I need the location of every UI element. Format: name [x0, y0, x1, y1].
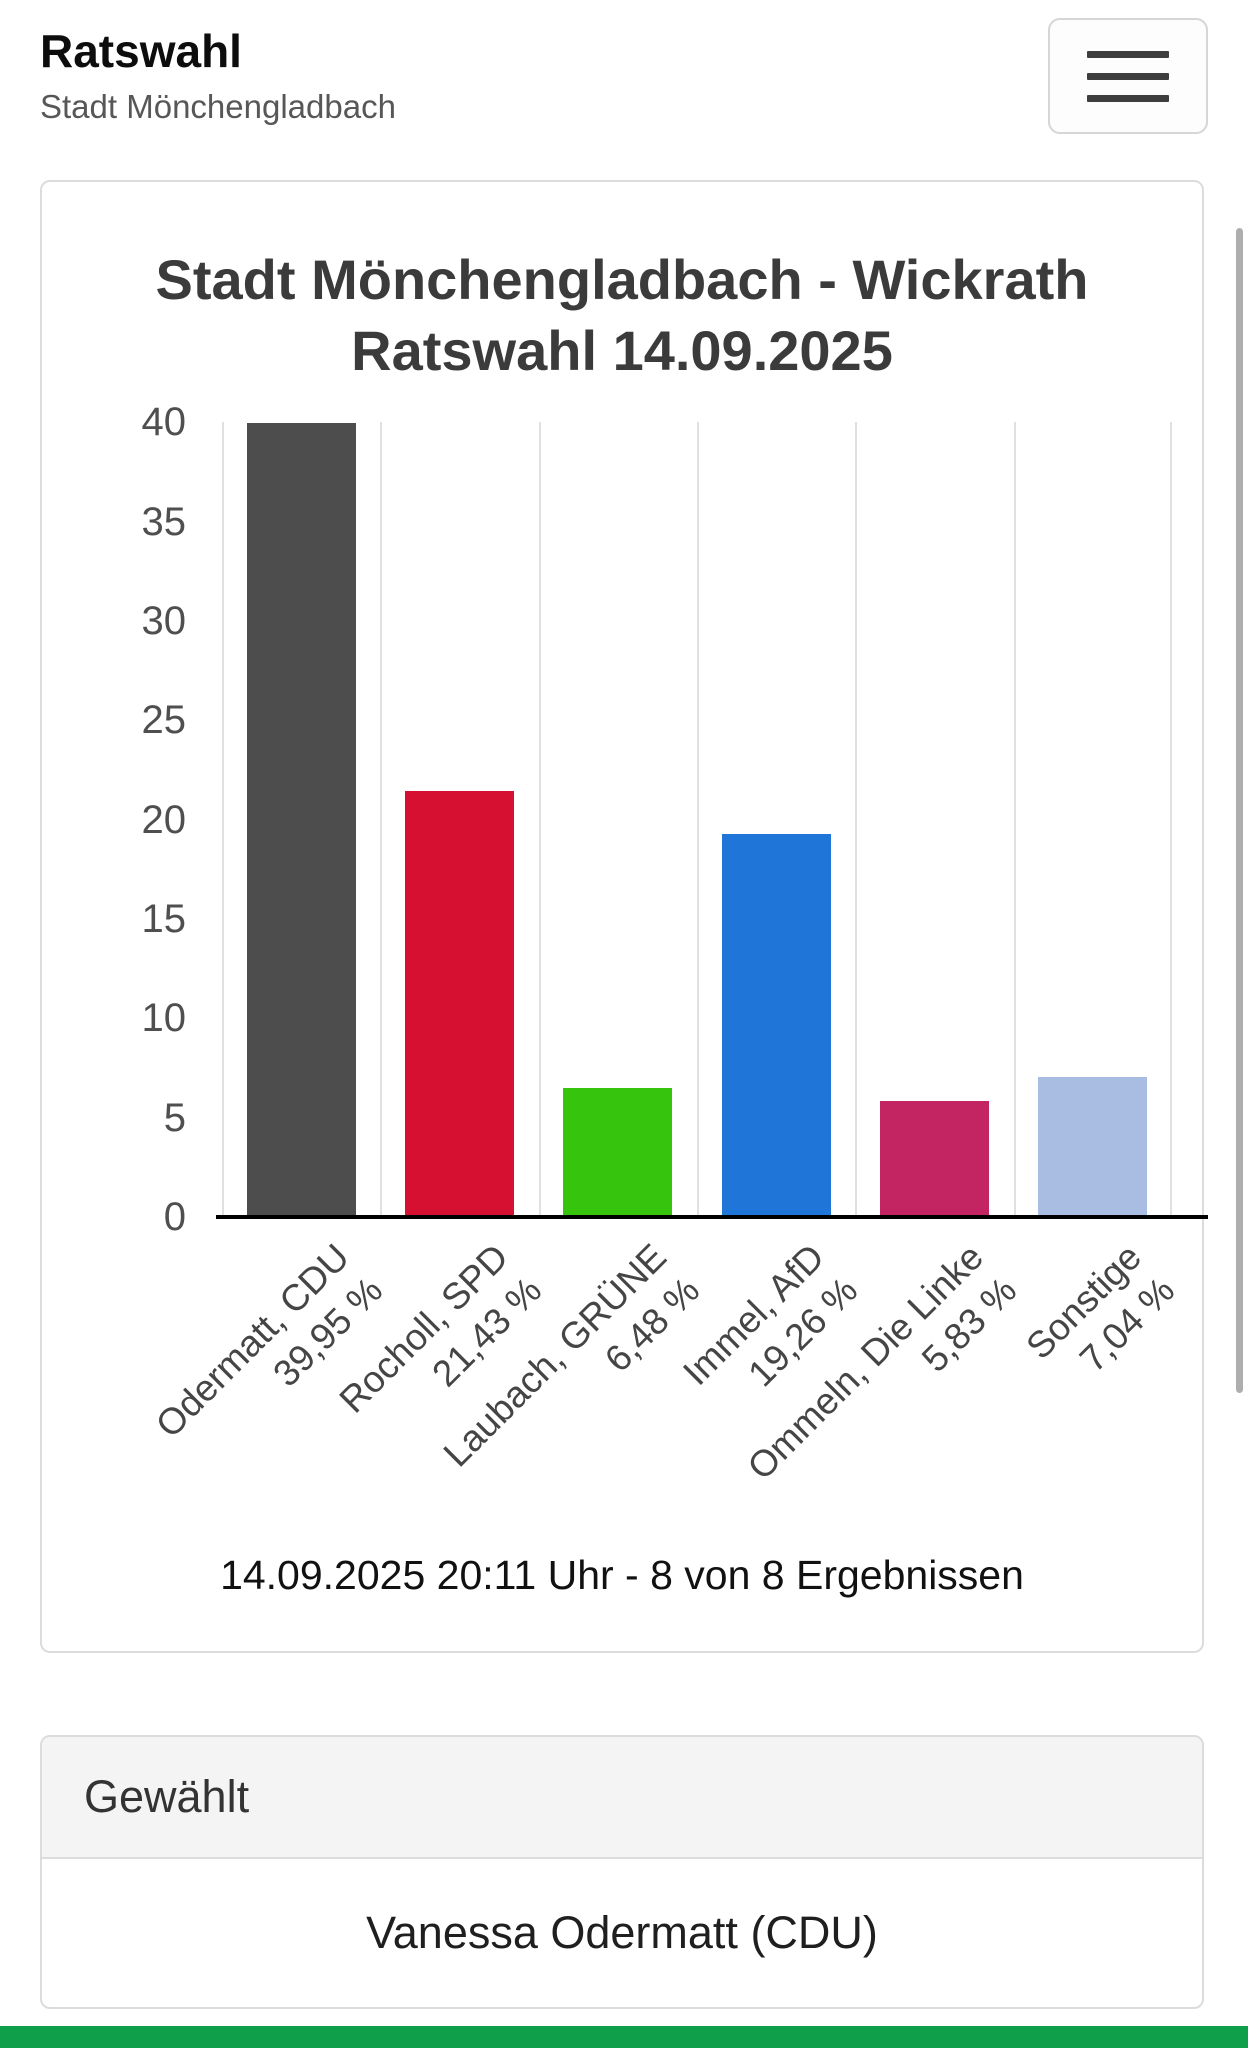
y-tick-label: 5	[163, 1095, 186, 1140]
chart-caption: 14.09.2025 20:11 Uhr - 8 von 8 Ergebniss…	[220, 1552, 1024, 1599]
footer-strip	[0, 2026, 1248, 2048]
gridline	[222, 422, 224, 1218]
chart-card: Stadt Mönchengladbach - Wickrath Ratswah…	[40, 180, 1208, 1654]
bar-ommeln-die-linke[interactable]	[879, 1101, 990, 1218]
y-tick-label: 25	[141, 698, 187, 743]
chart-title-line2: Ratswahl 14.09.2025	[351, 319, 893, 383]
elected-person: Vanessa Odermatt (CDU)	[366, 1907, 878, 1959]
result-card: Gewählt Vanessa Odermatt (CDU)	[40, 1735, 1204, 2010]
plot-area	[222, 422, 1172, 1218]
scrollbar-thumb[interactable]	[1236, 228, 1243, 1393]
gridline	[1170, 422, 1172, 1218]
bar-immel-afd[interactable]	[721, 834, 831, 1218]
gridline	[538, 422, 541, 1218]
bar-chart: 0 5 10 15 20 25 30 35 40 Odermatt, CDU 39,95 % Roc…	[72, 400, 1208, 1522]
bar-laubach-gr-ne[interactable]	[563, 1088, 673, 1218]
bar-sonstige[interactable]	[1038, 1077, 1148, 1218]
chart-title-line1: Stadt Mönchengladbach - Wickrath	[155, 248, 1089, 311]
gridline	[855, 422, 858, 1218]
y-tick-label: 20	[141, 797, 187, 842]
result-card-header: Gewählt	[42, 1737, 1202, 1860]
x-axis-line	[216, 1215, 1208, 1220]
y-tick-label: 40	[141, 400, 187, 445]
bar-rocholl-spd[interactable]	[404, 791, 515, 1218]
gridline	[1013, 422, 1016, 1218]
app-subtitle: Stadt Mönchengladbach	[40, 88, 396, 125]
gridline	[380, 422, 383, 1218]
y-tick-label: 15	[141, 897, 187, 942]
header-text: Ratswahl Stadt Mönchengladbach	[40, 24, 1208, 126]
y-tick-label: 35	[141, 499, 187, 544]
gridline	[697, 422, 699, 1218]
app-title: Ratswahl	[40, 25, 242, 77]
app-header: Ratswahl Stadt Mönchengladbach	[0, 0, 1248, 152]
y-tick-label: 0	[163, 1195, 186, 1240]
y-tick-label: 30	[141, 598, 187, 643]
main-content: Stadt Mönchengladbach - Wickrath Ratswah…	[0, 180, 1248, 2010]
menu-button[interactable]	[1048, 18, 1208, 134]
y-tick-label: 10	[141, 996, 187, 1041]
hamburger-icon	[1087, 50, 1169, 102]
bar-odermatt-cdu[interactable]	[246, 423, 356, 1218]
x-axis-labels: Odermatt, CDU 39,95 % Rocholl, SPD 21,43 % L…	[148, 1234, 1182, 1522]
y-axis: 0 5 10 15 20 25 30 35 40	[72, 400, 202, 1239]
chart-title: Stadt Mönchengladbach - Wickrath Ratswah…	[72, 244, 1172, 386]
